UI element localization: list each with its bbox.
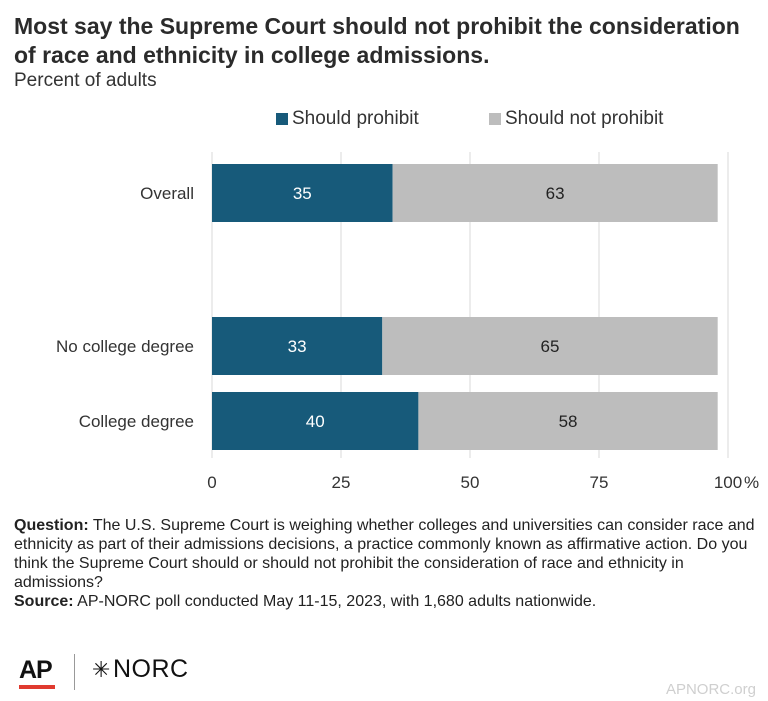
bar-segment xyxy=(392,164,718,222)
x-tick-label: 50 xyxy=(461,473,480,492)
category-label: Overall xyxy=(140,184,194,203)
norc-logo-text: NORC xyxy=(112,655,189,683)
legend-swatch xyxy=(489,113,501,125)
chart-title: Most say the Supreme Court should not pr… xyxy=(14,13,740,68)
x-tick-label: 0 xyxy=(207,473,216,492)
stacked-bar-chart: 0 25 50 75 100 % Should prohibit Should not pro… xyxy=(56,108,759,492)
bar-segment xyxy=(418,392,718,450)
question-label: Question: xyxy=(14,517,89,534)
source-label: Source: xyxy=(14,593,74,610)
logos: AP ✳NORC xyxy=(14,650,314,690)
data-label: 65 xyxy=(541,337,560,356)
chart-notes: Question: The U.S. Supreme Court is weig… xyxy=(14,516,759,611)
legend-label: Should prohibit xyxy=(292,108,419,129)
norc-logo: ✳NORC xyxy=(92,655,189,684)
ap-logo: AP xyxy=(19,656,53,684)
norc-star-icon: ✳ xyxy=(92,657,111,682)
x-tick-label: 25 xyxy=(332,473,351,492)
x-tick-label: 75 xyxy=(590,473,609,492)
data-label: 35 xyxy=(293,184,312,203)
x-unit-label: % xyxy=(744,473,759,492)
bar-segment xyxy=(212,317,383,375)
ap-logo-underline xyxy=(19,685,55,689)
data-label: 58 xyxy=(559,412,578,431)
x-tick-label: 100 xyxy=(714,473,742,492)
bar-segment xyxy=(212,164,393,222)
data-label: 33 xyxy=(288,337,307,356)
site-url: APNORC.org xyxy=(665,681,756,698)
source-note: Source: AP-NORC poll conducted May 11-15… xyxy=(14,592,759,611)
data-label: 40 xyxy=(306,412,325,431)
legend-swatch xyxy=(276,113,288,125)
bar-segment xyxy=(382,317,718,375)
chart-subtitle: Percent of adults xyxy=(14,70,157,91)
bar-segment xyxy=(212,392,419,450)
category-label: College degree xyxy=(79,412,194,431)
question-text: The U.S. Supreme Court is weighing wheth… xyxy=(14,517,755,591)
question-note: Question: The U.S. Supreme Court is weig… xyxy=(14,516,759,592)
category-label: No college degree xyxy=(56,337,194,356)
data-label: 63 xyxy=(546,184,565,203)
logo-divider xyxy=(74,654,75,690)
legend-label: Should not prohibit xyxy=(505,108,664,129)
source-text: AP-NORC poll conducted May 11-15, 2023, … xyxy=(77,593,597,610)
